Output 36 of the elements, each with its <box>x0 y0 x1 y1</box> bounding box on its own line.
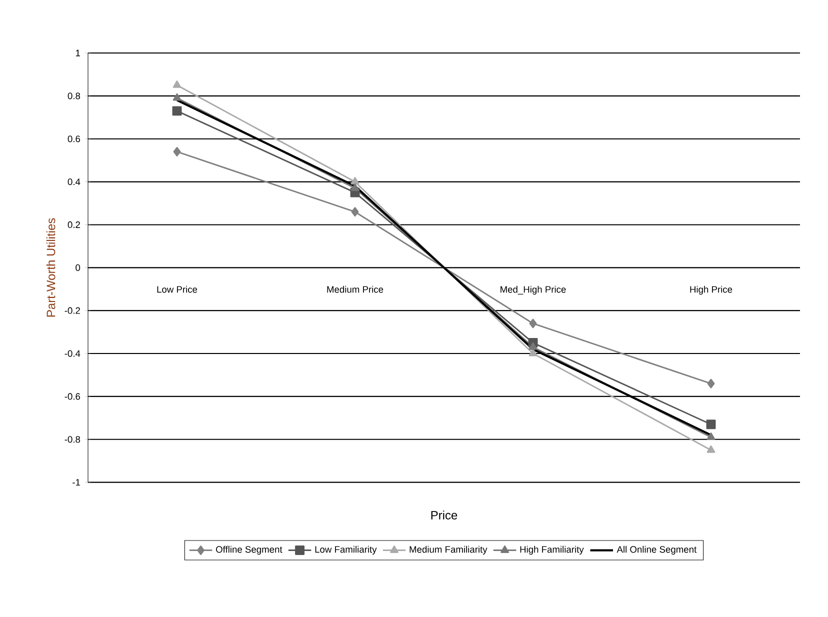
point <box>172 93 182 101</box>
y-tick-label: 0.8 <box>68 92 80 100</box>
point <box>529 318 537 328</box>
legend-label: All Online Segment <box>616 546 697 555</box>
point <box>172 106 182 116</box>
point <box>706 420 716 430</box>
legend-label: Offline Segment <box>216 546 282 555</box>
legend-label: High Familiarity <box>520 546 584 555</box>
y-tick-label: 1 <box>76 50 80 56</box>
x-tick-label: High Price <box>690 286 732 295</box>
y-axis-title: Part-Worth Utilities <box>46 218 56 317</box>
y-tick-label: 0 <box>76 264 80 271</box>
point <box>528 342 538 350</box>
y-tick-label: 0.4 <box>68 178 80 186</box>
x-tick-label: Medium Price <box>327 286 384 293</box>
y-tick-label: -1 <box>72 479 80 486</box>
y-tick-label: -0.2 <box>64 307 80 314</box>
legend-label: Medium Familiarity <box>410 546 488 555</box>
point <box>350 177 360 185</box>
point <box>172 80 182 88</box>
legend-label: Low Familiarity <box>315 546 377 555</box>
y-tick-label: -0.4 <box>64 350 80 357</box>
y-tick-label: 0.2 <box>68 221 80 228</box>
point <box>706 445 716 453</box>
point <box>707 378 715 388</box>
point <box>350 183 360 191</box>
y-tick-label: -0.8 <box>64 436 80 443</box>
y-tick-label: -0.6 <box>64 393 80 400</box>
point <box>706 432 716 440</box>
point <box>173 147 181 156</box>
point <box>528 348 538 356</box>
y-tick-label: 0.6 <box>68 136 80 142</box>
x-axis-title: Price <box>431 510 458 520</box>
x-tick-label: Med_High Price <box>500 286 566 295</box>
point <box>351 207 359 217</box>
x-tick-label: Low Price <box>157 286 198 293</box>
